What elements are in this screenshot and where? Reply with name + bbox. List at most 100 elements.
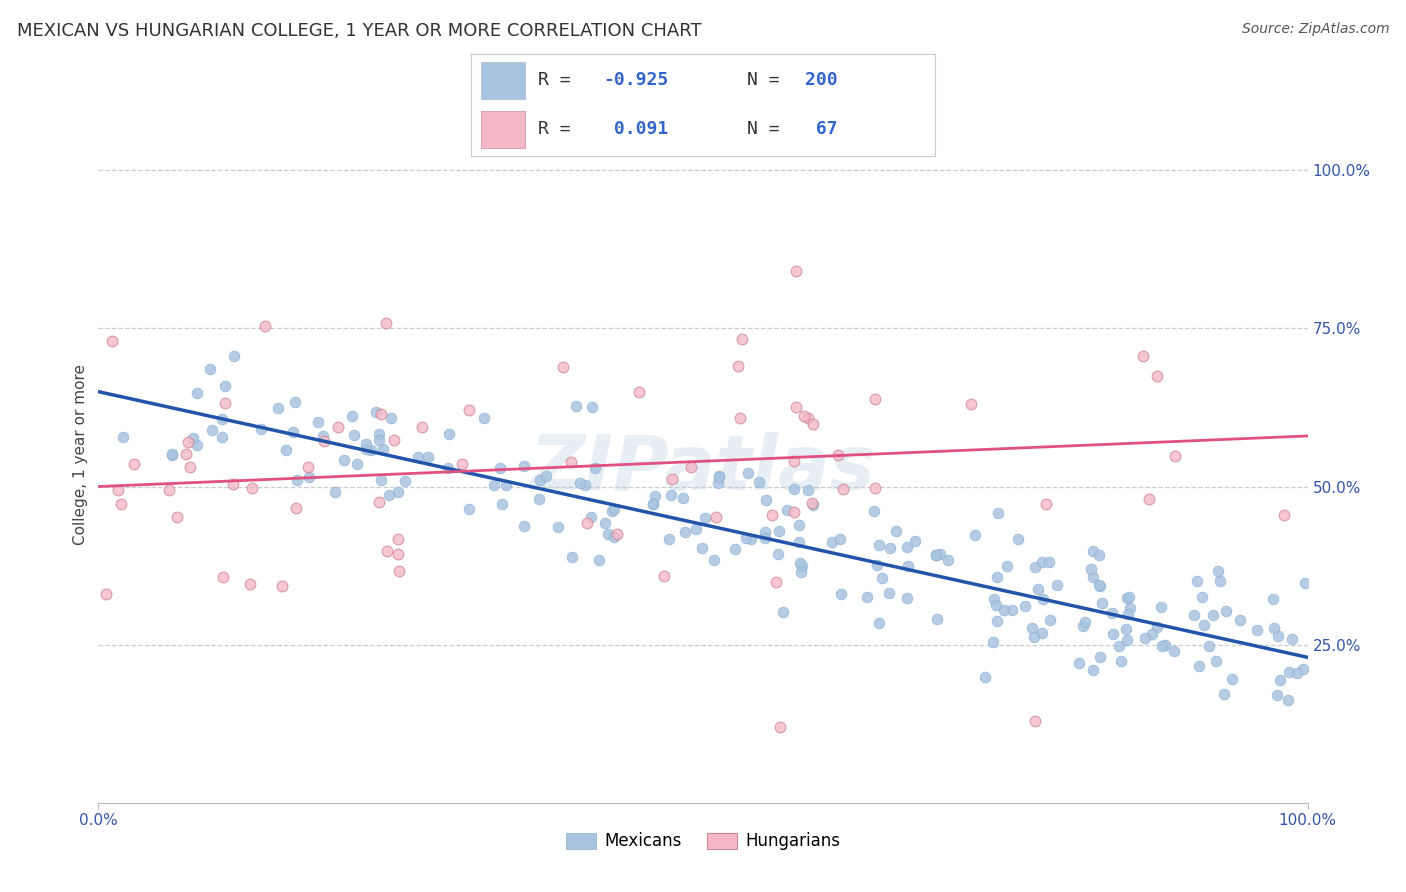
Point [659, 488, 682, 502]
Point [993, 603, 1015, 617]
Point [1101, 606, 1123, 620]
Point [186, 386, 208, 401]
Point [865, 481, 887, 495]
Point [581, 510, 603, 524]
Point [904, 533, 927, 548]
Point [482, 477, 505, 491]
Point [333, 453, 356, 467]
Point [690, 541, 713, 555]
Point [863, 392, 886, 406]
Point [110, 497, 132, 511]
Point [588, 553, 610, 567]
Point [1191, 590, 1213, 604]
Point [1146, 368, 1168, 383]
Point [513, 458, 536, 473]
Point [224, 349, 246, 363]
Point [1021, 621, 1043, 635]
Point [1146, 620, 1168, 634]
Point [765, 575, 787, 590]
Point [1265, 689, 1288, 703]
Point [1182, 607, 1205, 622]
Point [987, 506, 1010, 520]
Point [1154, 638, 1177, 652]
Point [877, 585, 900, 599]
Point [1081, 570, 1104, 584]
Point [897, 559, 920, 574]
Point [561, 550, 583, 565]
Point [458, 403, 481, 417]
Point [789, 557, 811, 571]
Point [789, 517, 811, 532]
Point [761, 508, 783, 523]
Point [593, 516, 616, 530]
Point [728, 410, 751, 425]
Point [378, 488, 401, 502]
Point [1081, 543, 1104, 558]
Point [598, 526, 620, 541]
Point [803, 498, 825, 512]
Point [179, 460, 201, 475]
Point [111, 430, 134, 444]
Point [936, 553, 959, 567]
Point [283, 394, 305, 409]
Point [581, 401, 603, 415]
Point [981, 635, 1004, 649]
Point [785, 264, 807, 278]
Point [603, 530, 626, 544]
Point [707, 476, 730, 491]
Point [830, 587, 852, 601]
Point [375, 544, 398, 558]
Point [1046, 578, 1069, 592]
Point [366, 404, 388, 418]
Point [585, 460, 607, 475]
Point [790, 565, 813, 579]
Point [1039, 613, 1062, 627]
Point [406, 450, 429, 464]
Point [254, 318, 277, 333]
Point [1213, 687, 1236, 701]
Point [107, 483, 129, 497]
Point [356, 437, 378, 451]
Point [801, 417, 824, 431]
Point [569, 475, 592, 490]
Point [1268, 673, 1291, 687]
Point [1014, 599, 1036, 614]
Point [1246, 623, 1268, 637]
Point [641, 497, 664, 511]
Point [122, 457, 145, 471]
Point [1202, 607, 1225, 622]
Point [370, 473, 392, 487]
Point [1007, 532, 1029, 546]
Point [896, 591, 918, 605]
Point [772, 606, 794, 620]
Point [174, 446, 197, 460]
Point [281, 425, 304, 440]
Text: R =: R = [538, 71, 571, 89]
Point [1277, 693, 1299, 707]
Point [388, 564, 411, 578]
Point [222, 476, 245, 491]
Point [652, 569, 675, 583]
Point [437, 427, 460, 442]
Point [354, 442, 377, 457]
Point [394, 474, 416, 488]
Point [1272, 508, 1295, 523]
Point [166, 510, 188, 524]
Point [766, 547, 789, 561]
Text: -0.925: -0.925 [603, 71, 668, 89]
Point [796, 483, 818, 498]
Point [1267, 630, 1289, 644]
Point [740, 533, 762, 547]
Point [370, 407, 392, 421]
Point [162, 448, 184, 462]
Point [1080, 562, 1102, 576]
Point [755, 492, 778, 507]
Text: R =: R = [538, 120, 571, 138]
Point [1133, 632, 1156, 646]
Point [1198, 639, 1220, 653]
Point [602, 503, 624, 517]
Point [239, 577, 262, 591]
Point [489, 460, 512, 475]
Point [643, 497, 665, 511]
Point [1164, 449, 1187, 463]
